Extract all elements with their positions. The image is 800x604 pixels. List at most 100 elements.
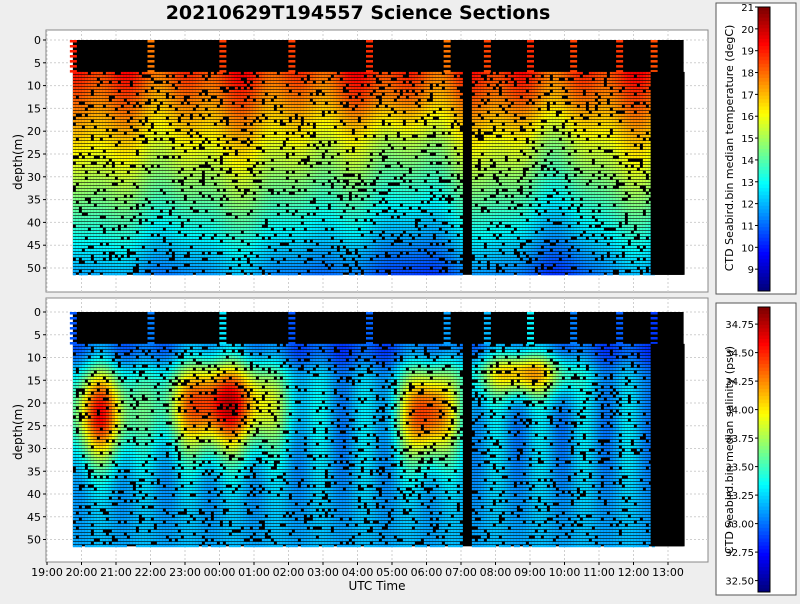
data-cell (244, 216, 247, 218)
data-cell (289, 96, 292, 98)
data-cell (262, 246, 265, 248)
data-cell (85, 216, 88, 218)
data-cell (100, 228, 103, 230)
data-cell (106, 192, 109, 194)
data-cell (94, 102, 97, 104)
data-cell (214, 171, 217, 173)
data-cell (175, 90, 178, 92)
data-cell (73, 228, 76, 230)
data-cell (319, 147, 322, 149)
data-cell (163, 87, 166, 89)
data-cell (181, 213, 184, 215)
data-cell (184, 249, 187, 251)
data-cell (271, 126, 274, 128)
data-cell (160, 129, 163, 131)
data-cell (316, 156, 319, 158)
data-cell (211, 183, 214, 185)
data-cell (73, 138, 76, 140)
data-cell (94, 207, 97, 209)
data-cell (232, 231, 235, 233)
data-cell (154, 75, 157, 77)
data-cell (283, 138, 286, 140)
data-cell (142, 138, 145, 140)
data-cell (169, 195, 172, 197)
data-cell (97, 165, 100, 167)
data-cell (214, 144, 217, 146)
data-cell (100, 165, 103, 167)
data-cell (103, 180, 106, 182)
data-cell (145, 84, 148, 86)
data-cell (295, 108, 298, 110)
data-cell (139, 132, 142, 134)
data-cell (187, 105, 190, 107)
data-cell (223, 207, 226, 209)
data-cell (121, 165, 124, 167)
data-cell (193, 261, 196, 263)
data-cell (79, 132, 82, 134)
data-cell (277, 132, 280, 134)
data-cell (211, 123, 214, 125)
data-cell (187, 183, 190, 185)
data-cell (220, 93, 223, 95)
data-cell (169, 81, 172, 83)
data-cell (184, 81, 187, 83)
data-cell (91, 222, 94, 224)
data-cell (295, 234, 298, 236)
data-cell (319, 222, 322, 224)
data-cell (238, 78, 241, 80)
data-cell (241, 234, 244, 236)
data-cell (316, 72, 319, 74)
data-cell (97, 114, 100, 116)
data-cell (193, 138, 196, 140)
data-cell (238, 180, 241, 182)
data-cell (250, 255, 253, 257)
data-cell (298, 81, 301, 83)
data-cell (142, 186, 145, 188)
data-cell (172, 123, 175, 125)
data-cell (142, 201, 145, 203)
data-cell (184, 87, 187, 89)
data-cell (178, 192, 181, 194)
data-cell (160, 117, 163, 119)
data-cell (259, 261, 262, 263)
data-cell (121, 114, 124, 116)
data-cell (250, 198, 253, 200)
data-cell (295, 204, 298, 206)
data-cell (139, 270, 142, 272)
data-cell (247, 210, 250, 212)
data-cell (247, 207, 250, 209)
data-cell (271, 216, 274, 218)
data-cell (268, 258, 271, 260)
data-cell (262, 105, 265, 107)
data-cell (223, 156, 226, 158)
data-cell (286, 258, 289, 260)
data-cell (151, 162, 154, 164)
data-cell (319, 78, 322, 80)
data-cell (112, 135, 115, 137)
data-cell (103, 129, 106, 131)
data-cell (214, 237, 217, 239)
data-cell (253, 201, 256, 203)
data-cell (319, 198, 322, 200)
data-cell (97, 240, 100, 242)
data-cell (85, 138, 88, 140)
data-cell (91, 264, 94, 266)
data-cell (304, 135, 307, 137)
data-cell (91, 168, 94, 170)
data-cell (259, 195, 262, 197)
data-cell (319, 126, 322, 128)
data-cell (130, 96, 133, 98)
data-cell (172, 135, 175, 137)
data-cell (241, 222, 244, 224)
data-cell (259, 108, 262, 110)
data-cell (286, 90, 289, 92)
data-cell (250, 249, 253, 251)
data-cell (103, 234, 106, 236)
data-cell (286, 273, 289, 275)
data-cell (118, 156, 121, 158)
data-cell (187, 267, 190, 269)
data-cell (310, 153, 313, 155)
data-cell (199, 267, 202, 269)
data-cell (319, 201, 322, 203)
data-cell (133, 243, 136, 245)
